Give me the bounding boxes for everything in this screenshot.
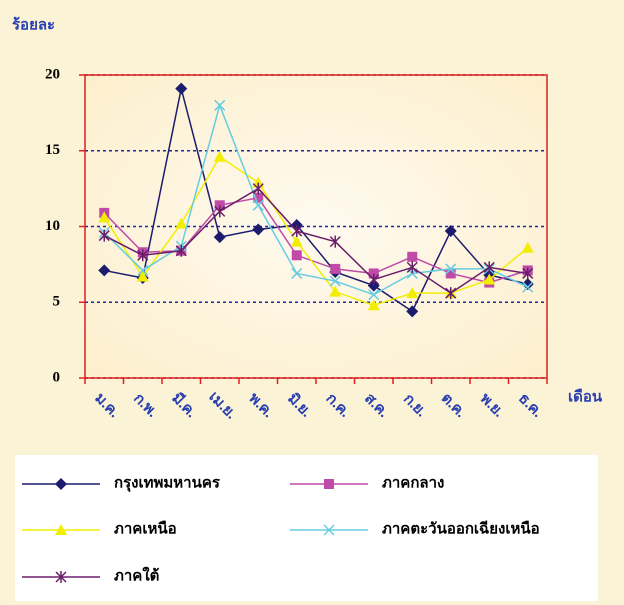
marker: [213, 231, 226, 244]
marker: [444, 225, 457, 238]
marker: [407, 251, 418, 262]
marker: [98, 264, 111, 277]
marker: [137, 264, 149, 276]
marker: [98, 229, 110, 242]
marker: [252, 199, 264, 211]
marker: [55, 524, 67, 535]
marker: [175, 244, 187, 257]
marker: [329, 285, 342, 297]
marker: [323, 524, 335, 536]
marker: [368, 273, 380, 286]
marker: [214, 99, 226, 111]
marker: [521, 241, 534, 253]
legend-label: ภาคกลาง: [382, 475, 444, 491]
marker: [253, 192, 264, 203]
legend-label: กรุงเทพมหานคร: [114, 475, 221, 492]
marker: [324, 479, 334, 489]
marker: [330, 263, 341, 274]
series-line: [103, 155, 529, 307]
marker: [368, 268, 379, 279]
marker: [291, 267, 303, 279]
marker: [290, 235, 303, 247]
y-tick-label: 5: [53, 294, 61, 310]
marker: [252, 182, 264, 195]
marker: [291, 250, 302, 261]
legend-label: ภาคเหนือ: [114, 520, 177, 537]
marker: [329, 235, 341, 248]
marker: [175, 82, 188, 95]
marker: [98, 211, 111, 223]
marker: [445, 287, 457, 300]
marker: [137, 249, 149, 262]
marker: [367, 299, 380, 311]
marker: [445, 268, 456, 279]
series-line: [104, 88, 528, 313]
marker: [55, 571, 67, 583]
marker: [406, 287, 419, 299]
marker: [522, 267, 534, 280]
y-tick-label: 20: [45, 66, 60, 82]
marker: [329, 275, 341, 287]
x-axis-title: เดือน: [568, 388, 603, 405]
marker: [252, 223, 265, 236]
y-tick-label: 10: [45, 218, 60, 234]
series-line: [103, 102, 529, 296]
marker: [175, 217, 188, 229]
marker: [368, 289, 380, 301]
legend-label: ภาคใต้: [114, 566, 159, 584]
marker: [214, 205, 226, 218]
marker: [55, 478, 67, 490]
marker: [445, 263, 457, 275]
marker: [406, 305, 419, 318]
series-line: [103, 187, 528, 295]
y-axis-title: ร้อยละ: [12, 16, 55, 33]
legend-box: [15, 455, 598, 601]
marker: [522, 281, 534, 293]
marker: [483, 273, 496, 285]
legend-label: ภาคตะวันออกเฉียงเหนือ: [382, 520, 540, 537]
marker: [136, 270, 149, 282]
marker: [521, 278, 534, 291]
marker: [213, 150, 226, 162]
y-tick-label: 15: [45, 142, 60, 158]
marker: [406, 261, 418, 274]
y-tick-label: 0: [53, 369, 61, 385]
marker: [483, 261, 495, 274]
marker: [214, 200, 225, 211]
marker: [291, 225, 303, 238]
plot-border: [84, 74, 548, 379]
